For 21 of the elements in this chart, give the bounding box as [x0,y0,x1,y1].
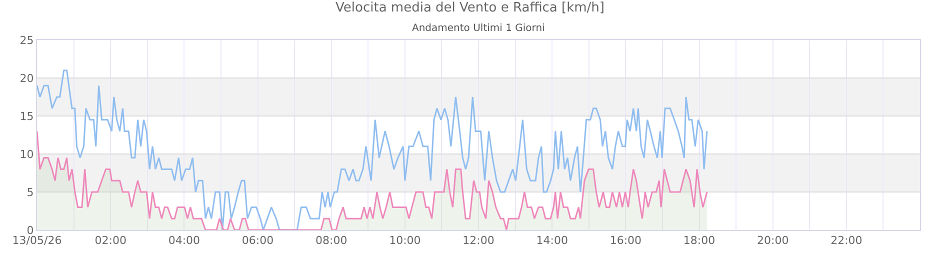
chart-subtitle: Andamento Ultimi 1 Giorni [412,23,545,34]
line-series [37,70,708,230]
x-tick-label: 18:00 [683,234,716,248]
y-tick-label: 10 [20,148,34,161]
x-tick-label: 06:00 [242,234,274,248]
y-tick-label: 20 [20,72,34,85]
y-tick-label: 0 [26,224,34,237]
y-tick-label: 25 [20,34,34,47]
x-tick-label: 16:00 [610,234,642,248]
y-tick-label: 15 [20,110,34,123]
y-tick-label: 5 [26,186,34,199]
x-tick-label: 12:00 [462,234,494,248]
x-tick-label: 14:00 [536,234,568,248]
x-tick-label: 08:00 [315,234,348,248]
x-tick-label: 02:00 [94,234,126,248]
x-tick-label: 13/05/26 [12,234,62,248]
x-tick-label: 22:00 [830,234,862,248]
chart-title: Velocita media del Vento e Raffica [km/h] [336,0,604,16]
x-tick-label: 10:00 [389,234,421,248]
x-tick-label: 04:00 [168,234,200,248]
x-tick-label: 20:00 [756,234,789,248]
